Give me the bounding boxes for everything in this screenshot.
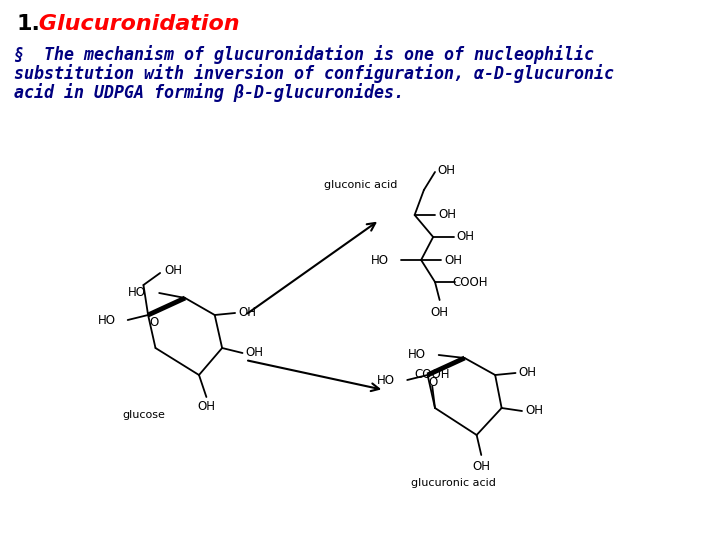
Text: OH: OH <box>246 347 264 360</box>
Text: OH: OH <box>431 306 449 319</box>
Text: COOH: COOH <box>452 275 488 288</box>
Text: OH: OH <box>525 404 543 417</box>
Text: HO: HO <box>371 253 389 267</box>
Text: §  The mechanism of glucuronidation is one of nucleophilic: § The mechanism of glucuronidation is on… <box>14 45 594 64</box>
Text: HO: HO <box>128 287 146 300</box>
Text: OH: OH <box>456 231 474 244</box>
Text: COOH: COOH <box>415 368 450 381</box>
Text: glucose: glucose <box>122 410 165 420</box>
Text: O: O <box>149 316 158 329</box>
Text: glucuronic acid: glucuronic acid <box>411 478 496 488</box>
Text: acid in UDPGA forming β-D-glucuronides.: acid in UDPGA forming β-D-glucuronides. <box>14 83 404 102</box>
Text: O: O <box>428 376 438 389</box>
Text: OH: OH <box>164 265 182 278</box>
Text: OH: OH <box>438 208 456 221</box>
Text: OH: OH <box>444 253 462 267</box>
Text: gluconic acid: gluconic acid <box>324 180 397 190</box>
Text: OH: OH <box>238 307 256 320</box>
Text: HO: HO <box>377 374 395 387</box>
Text: HO: HO <box>98 314 116 327</box>
Text: OH: OH <box>197 401 215 414</box>
Text: OH: OH <box>518 367 536 380</box>
Text: OH: OH <box>472 460 490 472</box>
Text: Glucuronidation: Glucuronidation <box>30 14 239 34</box>
Text: OH: OH <box>437 164 455 177</box>
Text: substitution with inversion of configuration, α-D-glucuronic: substitution with inversion of configura… <box>14 64 614 83</box>
Text: 1.: 1. <box>17 14 40 34</box>
Text: HO: HO <box>408 348 426 361</box>
